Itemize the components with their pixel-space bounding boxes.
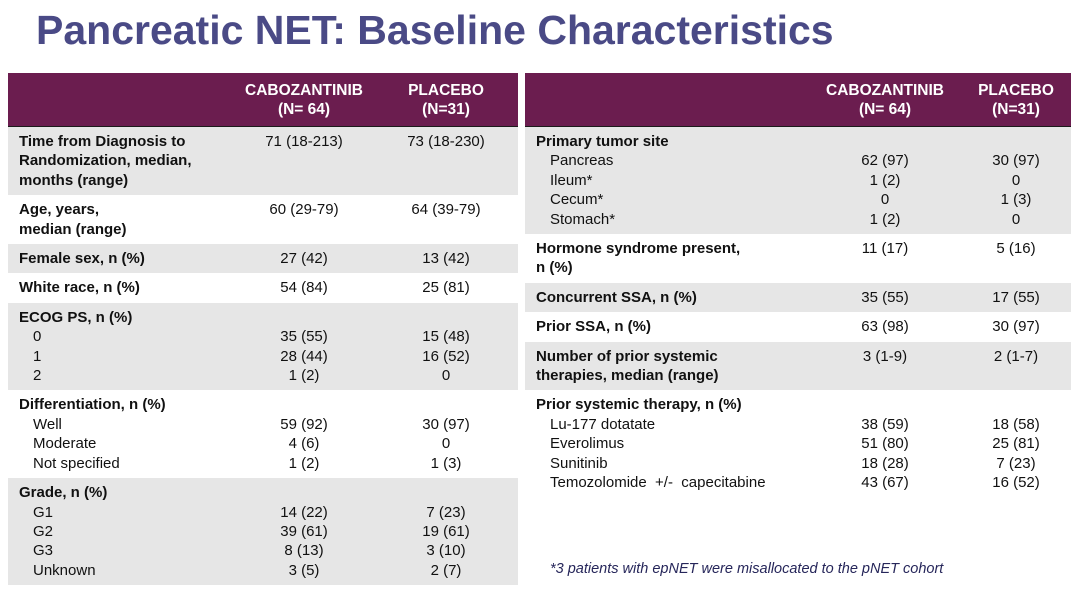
placebo-value: 64 (39-79)	[411, 201, 481, 219]
placebo-value: 13 (42)	[422, 250, 470, 268]
cabo-value: 14 (22) 39 (61) 8 (13) 3 (5)	[280, 503, 328, 579]
row-label: Prior SSA, n (%)	[536, 318, 652, 336]
placebo-value: 5 (16)	[996, 240, 1036, 258]
row-label: Age, years, median (range)	[19, 201, 127, 238]
cabo-value: 3 (1-9)	[862, 347, 908, 365]
row-label: Female sex, n (%)	[19, 250, 145, 268]
cabo-value: 62 (97) 1 (2) 0 1 (2)	[861, 152, 909, 228]
page-title: Pancreatic NET: Baseline Characteristics	[36, 7, 834, 53]
row-hormone-syndrome: Hormone syndrome present, n (%) 11 (17) …	[525, 234, 1071, 283]
row-female-sex: Female sex, n (%) 27 (42) 13 (42)	[8, 244, 518, 274]
row-label: Prior systemic therapy, n (%) Lu-177 dot…	[536, 396, 766, 492]
cabo-value: 54 (84)	[280, 279, 328, 297]
row-white-race: White race, n (%) 54 (84) 25 (81)	[8, 273, 518, 303]
left-baseline-table: CABOZANTINIB (N= 64) PLACEBO (N=31) Time…	[8, 73, 518, 586]
header-placebo-name: PLACEBO	[978, 81, 1054, 99]
placebo-value: 30 (97)	[992, 318, 1040, 336]
header-placebo-n: (N=31)	[992, 100, 1040, 118]
cabo-value: 35 (55) 28 (44) 1 (2)	[280, 328, 328, 385]
header-placebo-n: (N=31)	[422, 100, 470, 118]
header-cabozantinib: CABOZANTINIB (N= 64)	[809, 73, 961, 127]
header-placebo-name: PLACEBO	[408, 81, 484, 99]
cabo-value: 11 (17)	[861, 240, 909, 258]
right-baseline-table: CABOZANTINIB (N= 64) PLACEBO (N=31) Prim…	[525, 73, 1071, 498]
header-cabozantinib: CABOZANTINIB (N= 64)	[234, 73, 374, 127]
placebo-value: 30 (97) 0 1 (3)	[422, 415, 470, 472]
row-time-from-diagnosis: Time from Diagnosis to Randomization, me…	[8, 126, 518, 196]
header-blank	[525, 73, 809, 127]
footnote: *3 patients with epNET were misallocated…	[550, 561, 944, 577]
table-header-row: CABOZANTINIB (N= 64) PLACEBO (N=31)	[525, 73, 1071, 127]
header-cabo-name: CABOZANTINIB	[245, 81, 363, 99]
row-label: Grade, n (%) G1 G2 G3 Unknown	[19, 484, 108, 579]
placebo-value: 15 (48) 16 (52) 0	[422, 328, 470, 385]
cabo-value: 59 (92) 4 (6) 1 (2)	[280, 415, 328, 472]
row-label: Number of prior systemic therapies, medi…	[536, 347, 719, 385]
table-header-row: CABOZANTINIB (N= 64) PLACEBO (N=31)	[8, 73, 518, 127]
cabo-value: 63 (98)	[861, 318, 909, 336]
row-label: Differentiation, n (%) Well Moderate Not…	[19, 396, 166, 472]
row-grade: Grade, n (%) G1 G2 G3 Unknown 14 (22) 39…	[8, 478, 518, 586]
row-primary-tumor-site: Primary tumor site Pancreas Ileum* Cecum…	[525, 126, 1071, 235]
row-label: Hormone syndrome present, n (%)	[536, 240, 741, 277]
placebo-value: 73 (18-230)	[407, 133, 485, 150]
header-cabo-n: (N= 64)	[277, 100, 331, 118]
cabo-value: 60 (29-79)	[269, 201, 339, 219]
row-label: ECOG PS, n (%) 0 1 2	[19, 308, 133, 385]
cabo-value: 35 (55)	[861, 288, 909, 306]
row-number-prior-therapies: Number of prior systemic therapies, medi…	[525, 341, 1071, 391]
header-blank	[8, 73, 234, 127]
row-label: Time from Diagnosis to Randomization, me…	[19, 133, 192, 189]
placebo-value: 25 (81)	[422, 279, 470, 297]
row-age: Age, years, median (range) 60 (29-79) 64…	[8, 195, 518, 245]
header-cabo-name: CABOZANTINIB	[826, 81, 944, 99]
header-placebo: PLACEBO (N=31)	[961, 73, 1071, 127]
placebo-value: 18 (58) 25 (81) 7 (23) 16 (52)	[992, 415, 1040, 492]
row-prior-ssa: Prior SSA, n (%) 63 (98) 30 (97)	[525, 312, 1071, 342]
header-placebo: PLACEBO (N=31)	[374, 73, 518, 127]
placebo-value: 30 (97) 0 1 (3) 0	[992, 152, 1040, 228]
placebo-value: 17 (55)	[992, 288, 1040, 306]
row-differentiation: Differentiation, n (%) Well Moderate Not…	[8, 390, 518, 479]
row-label: Concurrent SSA, n (%)	[536, 288, 697, 306]
header-cabo-n: (N= 64)	[858, 100, 912, 118]
row-label: Primary tumor site Pancreas Ileum* Cecum…	[536, 133, 669, 228]
cabo-value: 38 (59) 51 (80) 18 (28) 43 (67)	[861, 415, 909, 492]
row-concurrent-ssa: Concurrent SSA, n (%) 35 (55) 17 (55)	[525, 282, 1071, 313]
placebo-value: 2 (1-7)	[993, 347, 1039, 365]
cabo-value: 71 (18-213)	[265, 133, 343, 150]
placebo-value: 7 (23) 19 (61) 3 (10) 2 (7)	[422, 503, 470, 579]
cabo-value: 27 (42)	[280, 250, 328, 268]
row-prior-systemic-therapy: Prior systemic therapy, n (%) Lu-177 dot…	[525, 390, 1071, 498]
row-ecog-ps: ECOG PS, n (%) 0 1 2 35 (55) 28 (44) 1 (…	[8, 302, 518, 391]
row-label: White race, n (%)	[19, 279, 140, 297]
